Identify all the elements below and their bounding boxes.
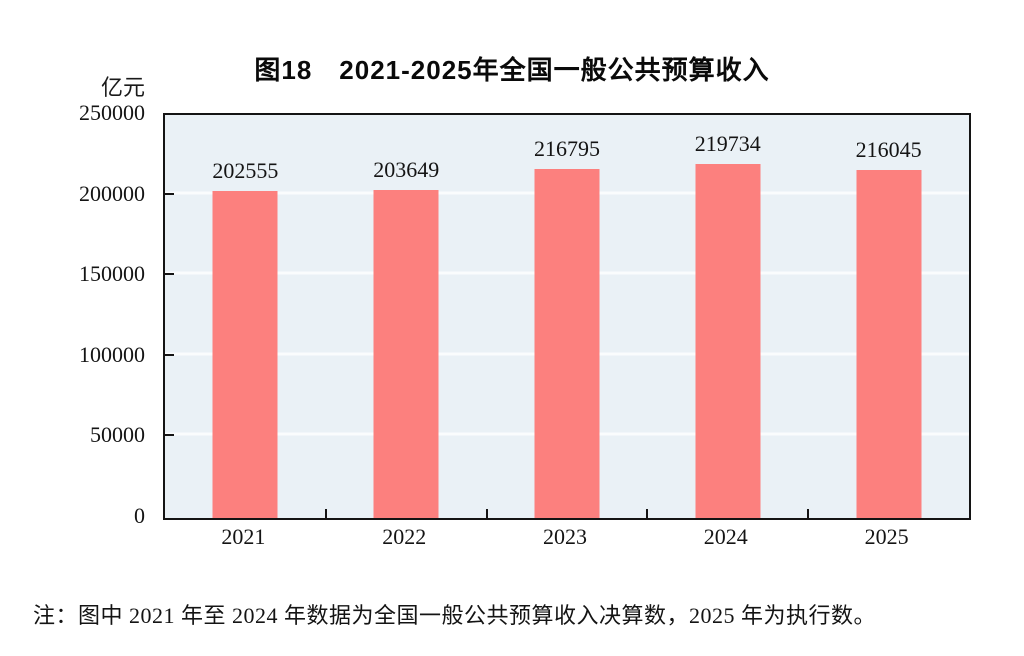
x-axis-tick-label: 2025	[864, 524, 909, 549]
bar	[534, 168, 600, 518]
bar	[373, 189, 439, 518]
bar-value-label: 216045	[855, 136, 922, 162]
bar-slot: 216045	[808, 115, 969, 518]
y-axis-tick-label: 50000	[90, 422, 145, 448]
x-axis-tick-labels: 2021 2022 2023 2024 2025	[163, 524, 967, 554]
bar	[856, 169, 922, 518]
y-axis-tick-mark	[165, 273, 174, 276]
x-axis-tick-mark	[807, 509, 810, 518]
bar-slot: 216795	[487, 115, 648, 518]
bar	[212, 191, 278, 518]
x-axis-tick-mark	[485, 509, 488, 518]
bar-value-label: 202555	[212, 158, 279, 184]
y-axis-tick-label: 150000	[79, 261, 145, 287]
y-axis-tick-labels: 0 50000 100000 150000 200000 250000	[0, 102, 153, 527]
bar-value-label: 219734	[694, 130, 761, 156]
y-axis-tick-label: 250000	[79, 100, 145, 125]
x-axis-tick-label: 2024	[703, 524, 748, 549]
x-axis-tick-label: 2023	[542, 524, 587, 549]
plot-area: 202555 203649 216795 219734 216045	[163, 113, 971, 520]
y-axis-tick-label: 100000	[79, 341, 145, 367]
y-axis-unit-label: 亿元	[101, 75, 146, 100]
bar-slot: 203649	[326, 115, 487, 518]
y-axis-tick-mark	[165, 434, 174, 437]
footnote: 注：图中 2021 年至 2024 年数据为全国一般公共预算收入决算数，2025…	[33, 603, 877, 628]
y-axis-tick-label: 0	[134, 503, 145, 528]
y-axis-tick-mark	[165, 192, 174, 195]
y-axis-tick-label: 200000	[79, 180, 145, 206]
x-axis-tick-mark	[324, 509, 327, 518]
x-axis-tick-label: 2021	[221, 524, 266, 549]
y-axis-tick-mark	[165, 353, 174, 356]
bar-value-label: 203649	[373, 156, 440, 182]
x-axis-tick-label: 2022	[382, 524, 427, 549]
bar-slot: 202555	[165, 115, 326, 518]
chart-title: 图18 2021-2025年全国一般公共预算收入	[254, 55, 770, 85]
bar	[695, 163, 761, 518]
bar-slot: 219734	[647, 115, 808, 518]
bar-value-label: 216795	[533, 135, 600, 161]
x-axis-tick-mark	[646, 509, 649, 518]
